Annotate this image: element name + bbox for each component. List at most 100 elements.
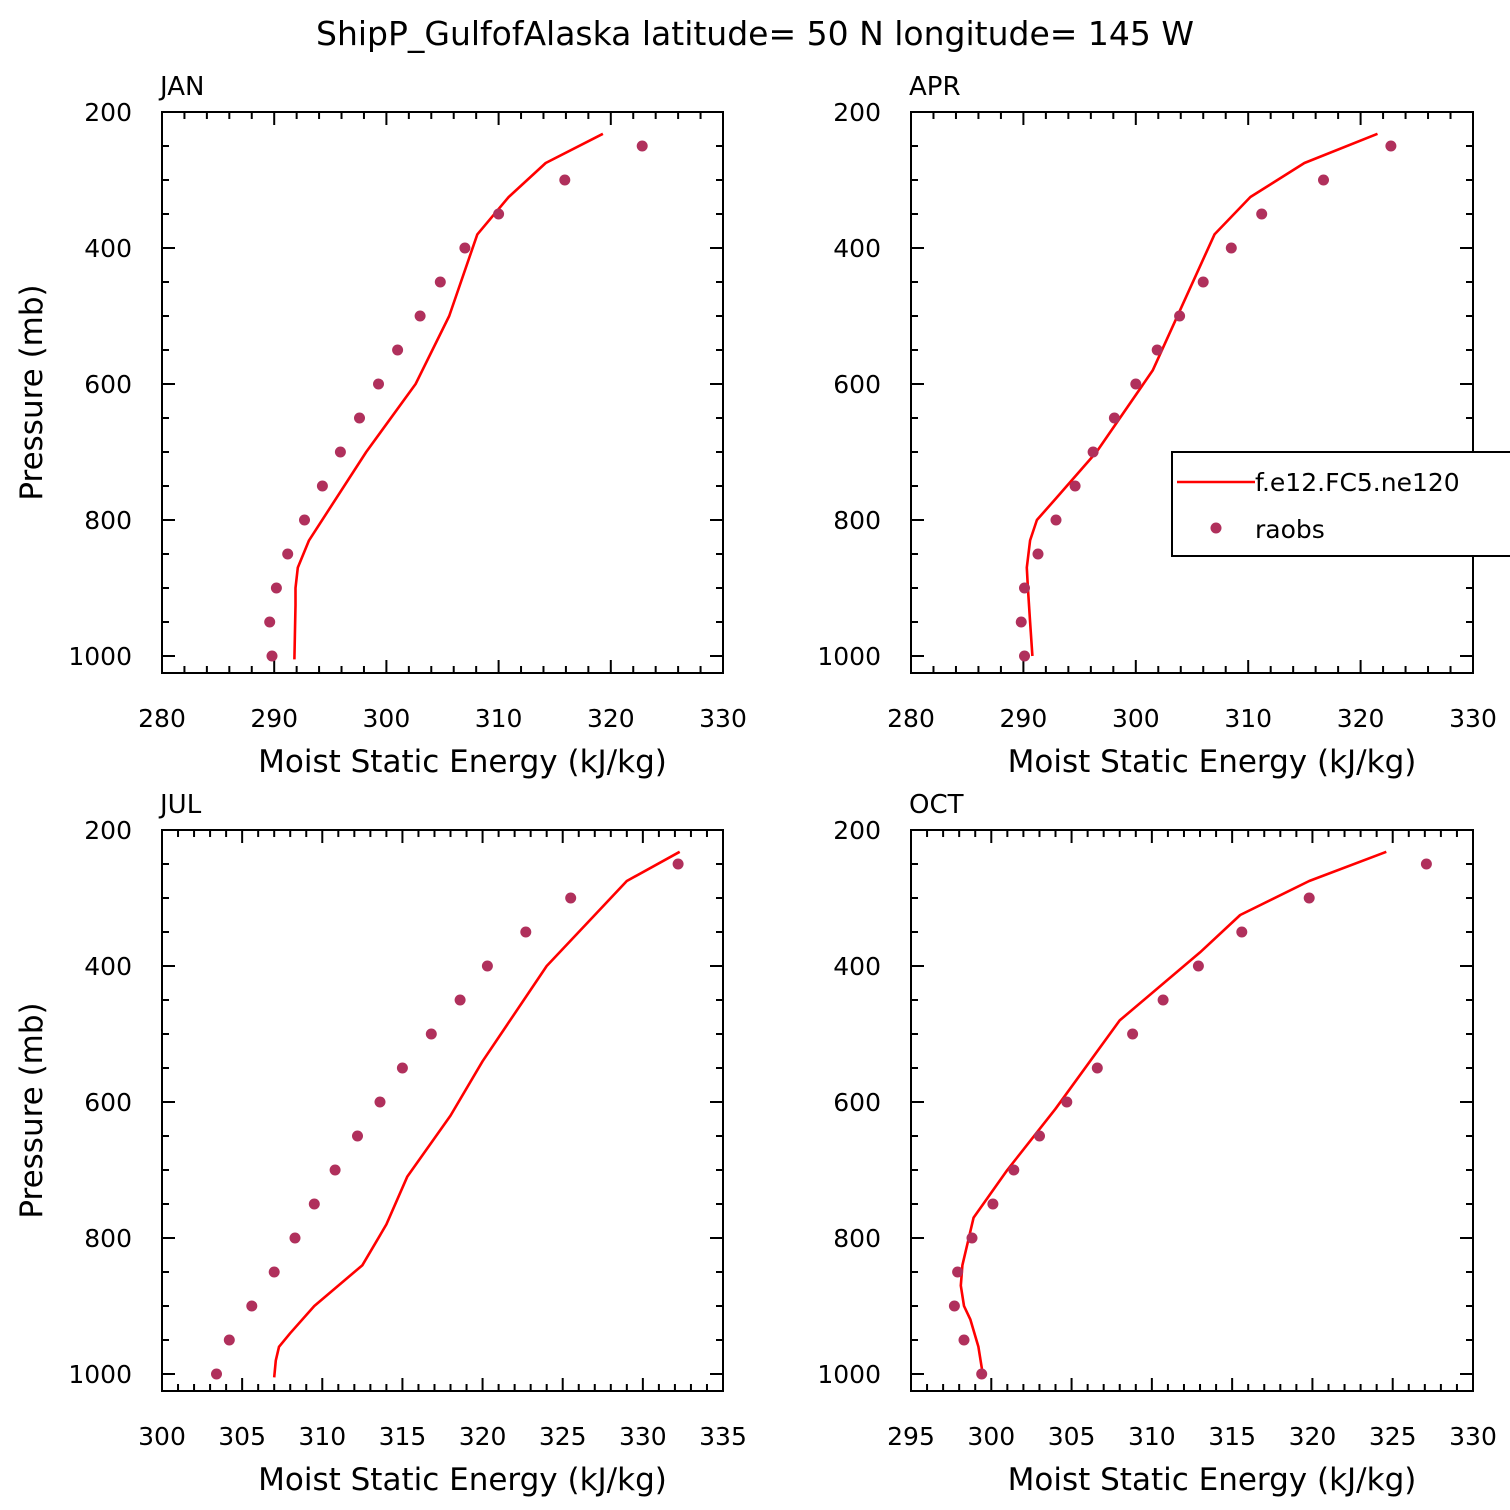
x-tick-label: 310 [1128, 1422, 1176, 1451]
panels: 280 290 300 310 320 330 200 400 600 800 1000 JAN Moi… [14, 72, 1510, 1498]
panel-label: APR [909, 72, 961, 102]
obs-point [1050, 514, 1062, 526]
x-tick-label: 300 [967, 1422, 1015, 1451]
x-tick-label: 300 [1112, 704, 1160, 733]
legend: f.e12.FC5.ne120 raobs [1171, 451, 1510, 557]
obs-point [987, 1198, 999, 1210]
panel-label: JAN [158, 72, 204, 102]
x-tick-label: 325 [1369, 1422, 1417, 1451]
obs-point [948, 1300, 960, 1312]
x-tick-label: 310 [475, 704, 523, 733]
x-tick-label: 305 [1048, 1422, 1096, 1451]
x-tick-label: 325 [539, 1422, 587, 1451]
obs-point [1420, 858, 1432, 870]
x-tick-label: 320 [1289, 1422, 1337, 1451]
obs-point [1192, 960, 1204, 972]
y-tick-label: 600 [84, 1088, 132, 1117]
obs-point [1034, 1130, 1045, 1142]
obs-point [308, 1198, 320, 1210]
x-axis-label: Moist Static Energy (kJ/kg) [258, 1462, 667, 1498]
obs-point [565, 892, 577, 904]
x-tick-label: 330 [619, 1422, 667, 1451]
obs-point [1151, 344, 1163, 356]
obs-point [976, 1368, 988, 1380]
obs-point [1127, 1028, 1139, 1040]
obs-point [414, 310, 426, 322]
y-tick-label: 800 [833, 1224, 881, 1253]
obs-point [316, 480, 328, 492]
obs-point [289, 1232, 301, 1244]
obs-point [374, 1096, 386, 1108]
legend-point-swatch [1210, 522, 1222, 534]
obs-point [1069, 480, 1081, 492]
y-tick-label: 1000 [817, 1360, 881, 1389]
x-tick-label: 320 [459, 1422, 507, 1451]
plot-frame [161, 111, 724, 674]
obs-point [559, 174, 571, 186]
model-series-line [1025, 132, 1378, 657]
y-tick-label: 400 [84, 234, 132, 263]
legend-label-model: f.e12.FC5.ne120 [1255, 468, 1460, 497]
obs-point [211, 1368, 222, 1380]
y-tick-label: 600 [84, 370, 132, 399]
model-series-line [959, 850, 1387, 1378]
panel-oct: 295 300 305 310 315 320 325 330 200 400 600 800 1000… [817, 790, 1496, 1498]
panel-apr: 280 290 300 310 320 330 200 400 600 800 1000 APR Moi… [817, 72, 1510, 780]
obs-point [1385, 140, 1397, 152]
obs-point [223, 1334, 235, 1346]
y-tick-label: 400 [833, 952, 881, 981]
y-axis-label: Pressure (mb) [14, 1002, 50, 1218]
y-tick-label: 200 [833, 98, 881, 127]
x-tick-label: 280 [138, 704, 186, 733]
obs-point [1318, 174, 1329, 186]
panel-jan: 280 290 300 310 320 330 200 400 600 800 1000 JAN Moi… [14, 72, 747, 780]
obs-point [268, 1266, 280, 1278]
y-axis-label: Pressure (mb) [14, 284, 50, 500]
x-tick-label: 315 [1208, 1422, 1256, 1451]
obs-point [1303, 892, 1315, 904]
obs-point [425, 1028, 437, 1040]
y-tick-label: 400 [84, 952, 132, 981]
obs-point [396, 1062, 408, 1074]
obs-point [454, 994, 466, 1006]
panel-label: JUL [158, 790, 202, 820]
obs-point [282, 548, 294, 560]
obs-point [354, 412, 365, 424]
obs-point [299, 514, 310, 526]
y-tick-label: 800 [84, 1224, 132, 1253]
y-tick-label: 1000 [68, 1360, 132, 1389]
obs-point [481, 960, 493, 972]
x-axis-label: Moist Static Energy (kJ/kg) [1008, 744, 1417, 780]
obs-point [264, 616, 276, 628]
obs-point [1108, 412, 1120, 424]
obs-point [520, 926, 532, 938]
x-tick-label: 320 [1337, 704, 1385, 733]
legend-box [1171, 451, 1510, 557]
obs-point [1256, 208, 1268, 220]
obs-point [672, 858, 684, 870]
plot-frame [910, 111, 1474, 674]
x-tick-label: 330 [699, 704, 747, 733]
obs-point [1015, 616, 1027, 628]
plot-frame [161, 829, 724, 1392]
obs-point [1225, 242, 1237, 254]
obs-point [493, 208, 505, 220]
y-tick-label: 800 [84, 506, 132, 535]
obs-point [270, 582, 282, 594]
obs-point [373, 378, 384, 390]
y-tick-label: 800 [833, 506, 881, 535]
obs-point [1236, 926, 1248, 938]
x-tick-label: 300 [363, 704, 411, 733]
obs-point [1019, 582, 1030, 594]
obs-point [1197, 276, 1209, 288]
x-axis-label: Moist Static Energy (kJ/kg) [1008, 1462, 1417, 1498]
obs-point [1032, 548, 1044, 560]
obs-point [1008, 1164, 1020, 1176]
obs-point [636, 140, 648, 152]
obs-point [1061, 1096, 1073, 1108]
x-tick-label: 320 [587, 704, 635, 733]
y-tick-label: 200 [84, 816, 132, 845]
x-axis-label: Moist Static Energy (kJ/kg) [258, 744, 667, 780]
y-tick-label: 1000 [817, 642, 881, 671]
